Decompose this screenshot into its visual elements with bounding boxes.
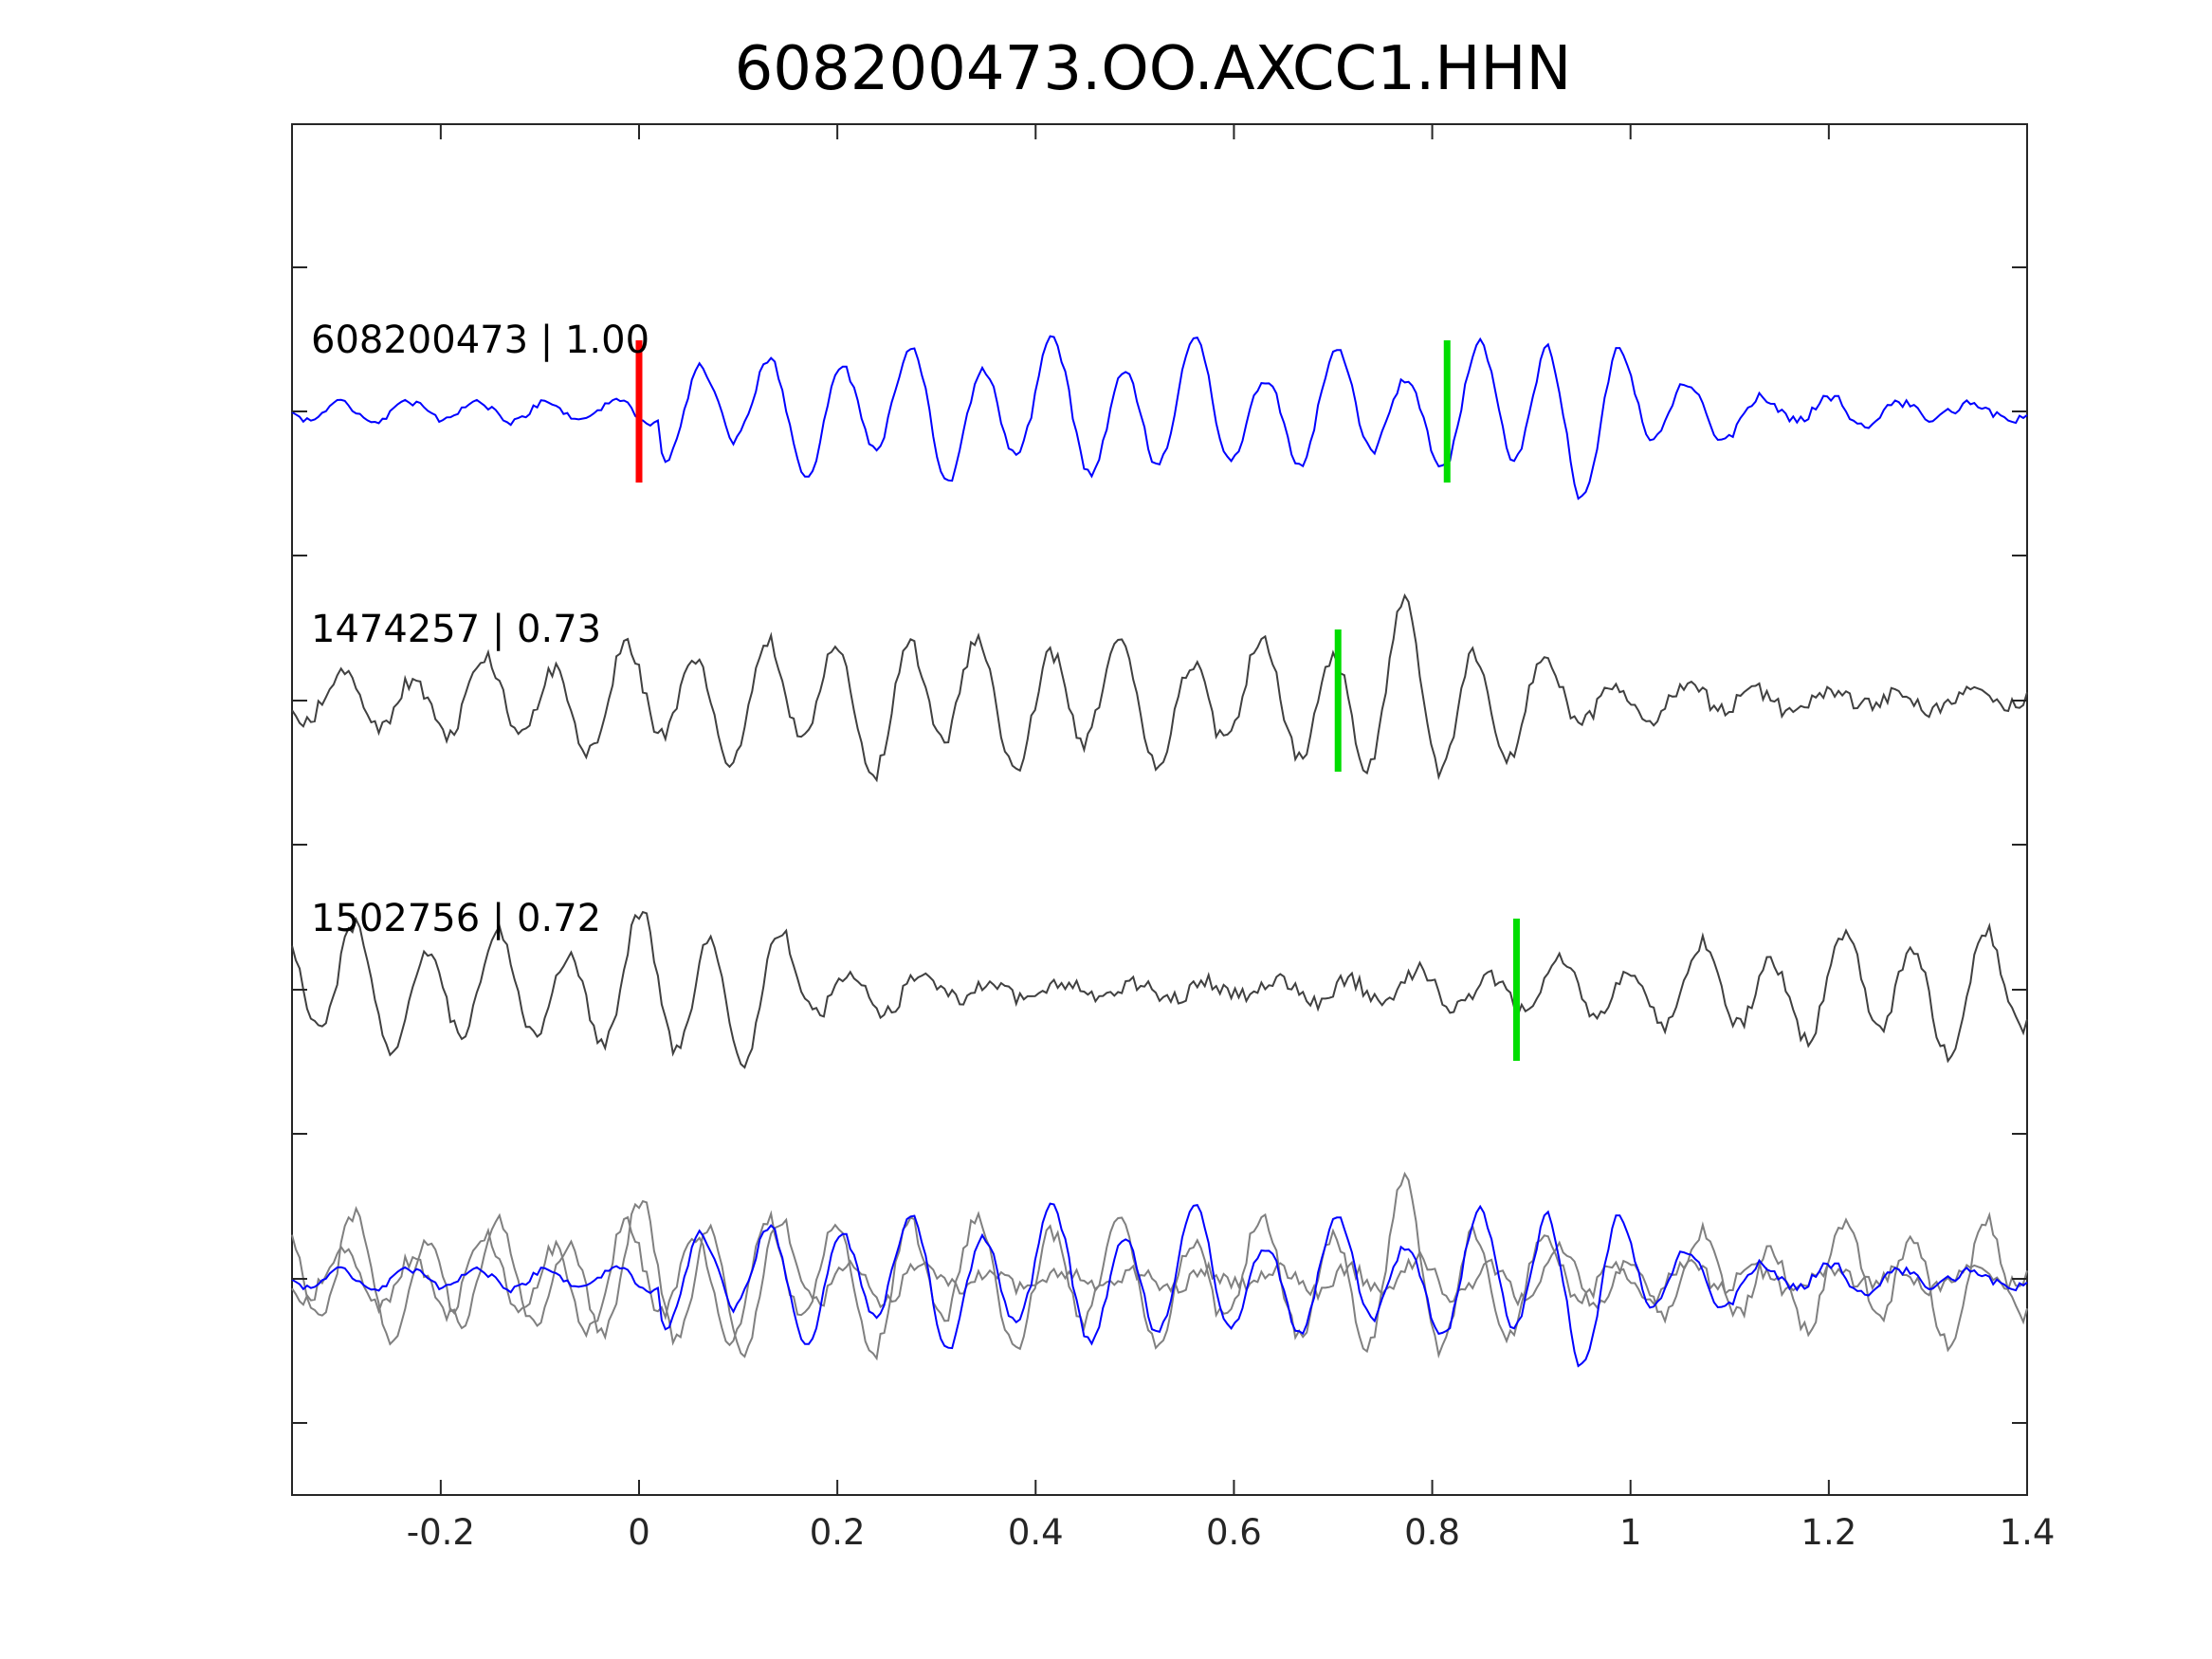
x-tick-label: 1.4 <box>2000 1512 2056 1553</box>
ticks-layer: -0.2 0 0.2 0.4 0.6 0.8 1 1.2 1.4 <box>292 124 2055 1553</box>
trace-line-1474257 <box>291 592 2028 783</box>
trace-label-1502756: 1502756 | 0.72 <box>311 897 601 940</box>
traces-layer <box>291 335 2028 1368</box>
x-tick-label: 1 <box>1619 1512 1642 1553</box>
overlay-line-608200473 <box>291 1202 2028 1368</box>
axes-box <box>291 123 2028 1496</box>
x-tick-label: 1.2 <box>1801 1512 1856 1553</box>
trace-label-reference: 608200473 | 1.00 <box>311 319 649 362</box>
trace-line-1502756 <box>291 910 2028 1069</box>
x-tick-label: 0.4 <box>1008 1512 1064 1553</box>
x-tick-label: 0 <box>628 1512 650 1553</box>
trace-labels: 608200473 | 1.00 1474257 | 0.73 1502756 … <box>311 319 649 940</box>
x-tick-label: 0.6 <box>1206 1512 1262 1553</box>
x-tick-label: 0.2 <box>810 1512 866 1553</box>
x-tick-label: 0.8 <box>1404 1512 1460 1553</box>
x-tick-label: -0.2 <box>407 1512 475 1553</box>
trace-label-1474257: 1474257 | 0.73 <box>311 608 601 651</box>
chart-title: 608200473.OO.AXCC1.HHN <box>735 34 1572 104</box>
plot-area: -0.2 0 0.2 0.4 0.6 0.8 1 1.2 1.4 608200473 | 1.0… <box>291 123 2055 1553</box>
picks-layer <box>635 340 1520 1061</box>
overlay-line-1474257 <box>291 1171 2028 1361</box>
overlay-line-1502756 <box>291 1199 2028 1358</box>
trace-line-608200473 <box>291 335 2028 501</box>
